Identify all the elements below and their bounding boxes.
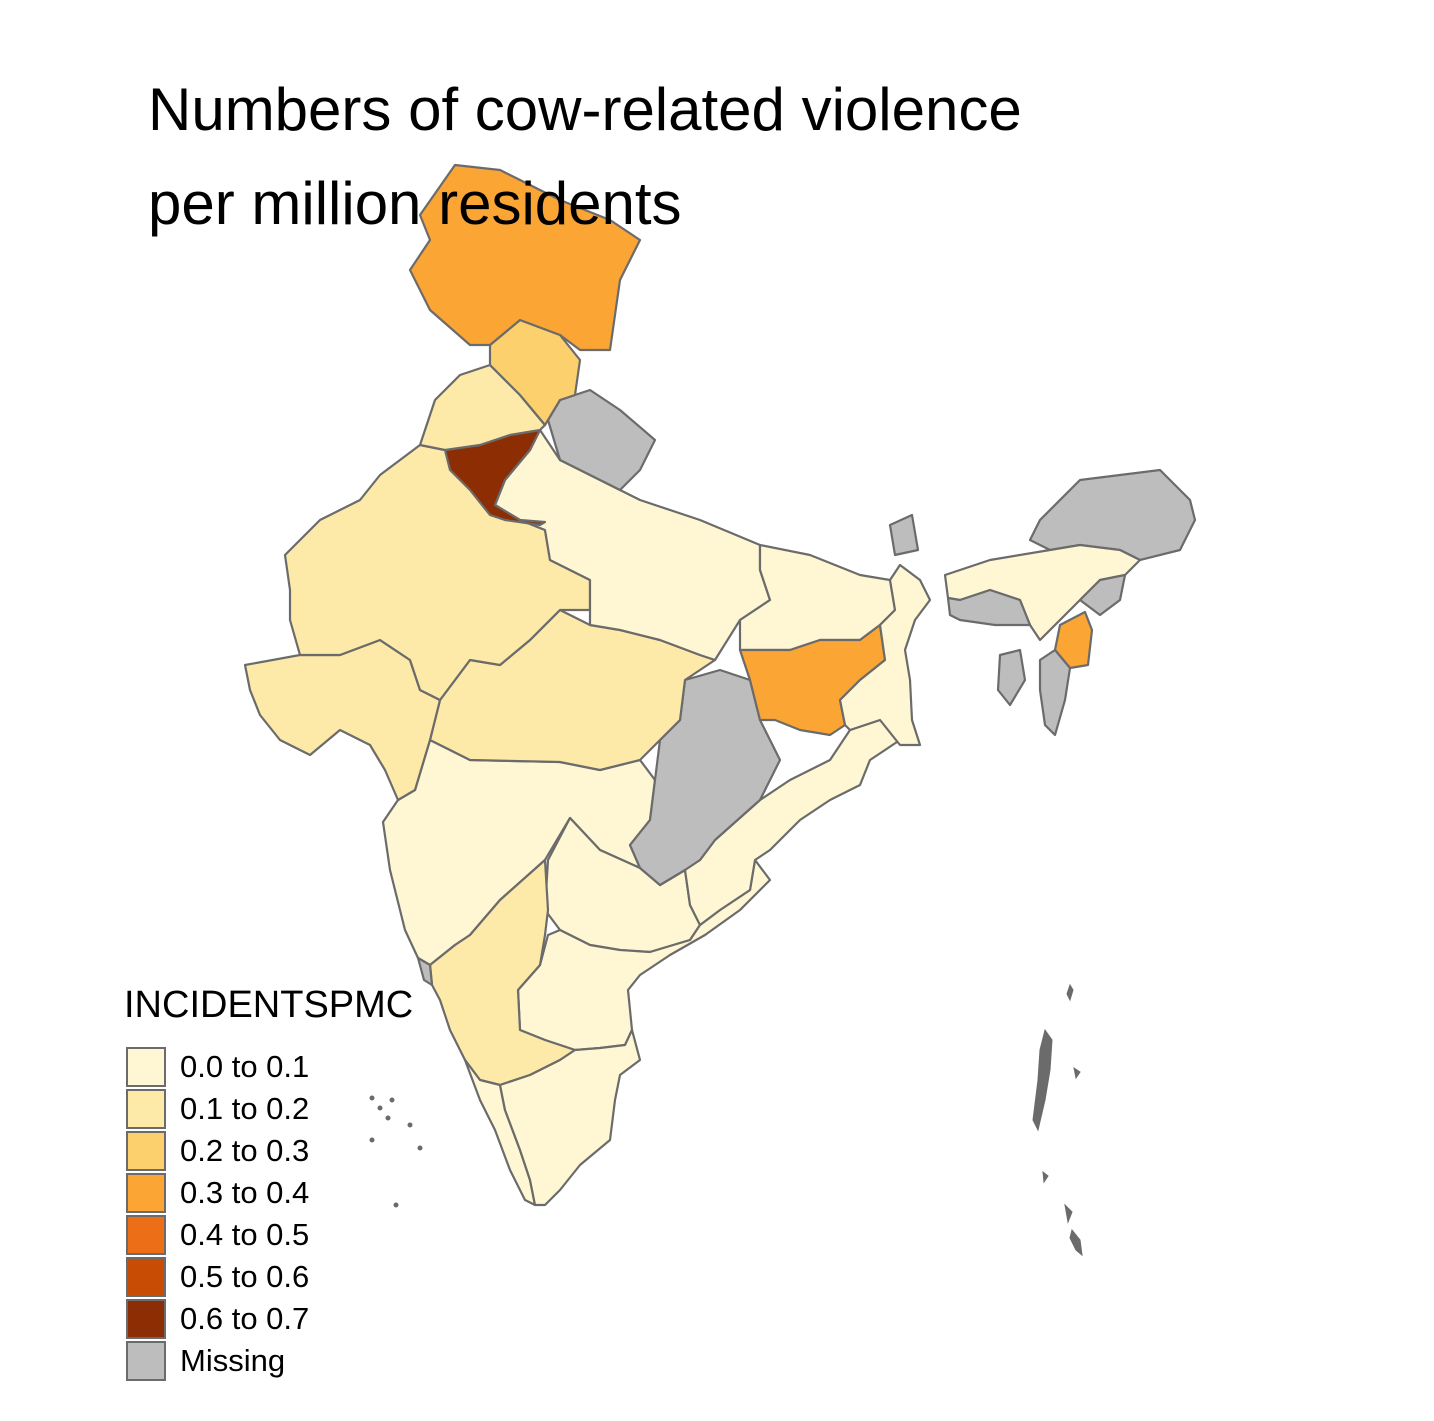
- legend-swatch: [126, 1131, 166, 1171]
- legend-swatch: [126, 1089, 166, 1129]
- region-west-bengal: [838, 563, 932, 747]
- map-title-line-1: Numbers of cow-related violence: [148, 76, 1022, 143]
- legend-swatch: [126, 1257, 166, 1297]
- region-mizoram: [1038, 648, 1072, 737]
- legend-label: 0.1 to 0.2: [180, 1091, 310, 1126]
- lakshadweep-islands: [369, 1095, 423, 1208]
- legend-label: Missing: [180, 1343, 286, 1378]
- legend-item: 0.4 to 0.5: [126, 1214, 309, 1256]
- region-tamil-nadu: [498, 1028, 642, 1207]
- region-meghalaya: [946, 588, 1032, 627]
- region-nagaland: [1078, 573, 1127, 617]
- legend-swatch: [126, 1173, 166, 1213]
- legend-item: 0.1 to 0.2: [126, 1088, 309, 1130]
- andaman-nicobar-islands: [1032, 983, 1083, 1257]
- legend-swatch: [126, 1047, 166, 1087]
- legend-item: 0.2 to 0.3: [126, 1130, 309, 1172]
- region-goa: [416, 956, 434, 987]
- legend-item: Missing: [126, 1340, 309, 1382]
- legend-item: 0.6 to 0.7: [126, 1298, 309, 1340]
- legend-swatch: [126, 1299, 166, 1339]
- legend-swatch: [126, 1341, 166, 1381]
- legend-label: 0.4 to 0.5: [180, 1217, 310, 1252]
- region-jammu-kashmir: [408, 163, 642, 352]
- legend-label: 0.6 to 0.7: [180, 1301, 310, 1336]
- map-title-line-2: per million residents: [148, 170, 682, 237]
- legend-item: 0.3 to 0.4: [126, 1172, 309, 1214]
- legend-swatch: [126, 1215, 166, 1255]
- region-karnataka: [428, 858, 577, 1087]
- legend-label: 0.2 to 0.3: [180, 1133, 310, 1168]
- region-arunachal-pradesh: [1028, 468, 1197, 562]
- legend-label: 0.3 to 0.4: [180, 1175, 310, 1210]
- region-sikkim: [888, 513, 920, 557]
- legend-item: 0.5 to 0.6: [126, 1256, 309, 1298]
- legend-label: 0.0 to 0.1: [180, 1049, 310, 1084]
- legend-item: 0.0 to 0.1: [126, 1046, 309, 1088]
- region-odisha: [658, 718, 902, 927]
- legend-label: 0.5 to 0.6: [180, 1259, 310, 1294]
- legend: 0.0 to 0.1 0.1 to 0.2 0.2 to 0.3 0.3 to …: [126, 1046, 309, 1382]
- legend-title: INCIDENTSPMC: [124, 984, 414, 1026]
- region-tripura: [996, 648, 1027, 707]
